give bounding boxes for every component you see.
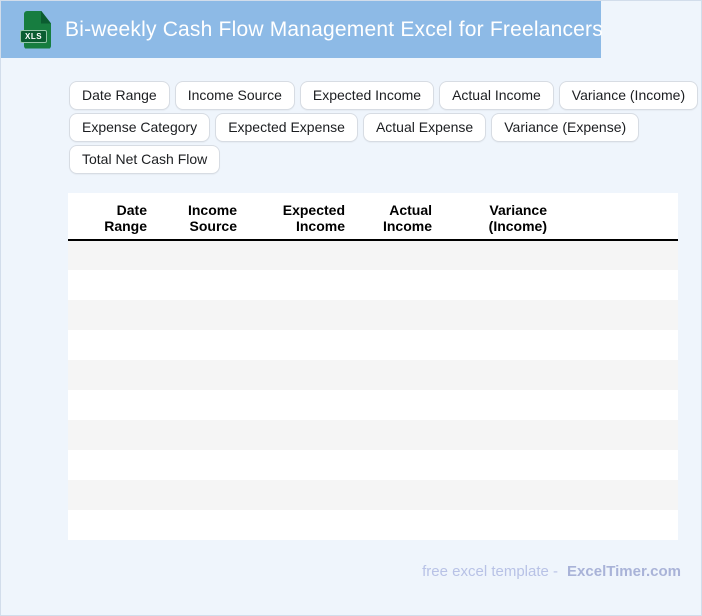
header-bar: XLS Bi-weekly Cash Flow Management Excel…: [1, 1, 603, 58]
footer-brand-link[interactable]: ExcelTimer.com: [567, 563, 681, 580]
file-fold-corner-icon: [41, 10, 51, 24]
table-cell: [460, 390, 678, 420]
table-cell: [68, 330, 175, 360]
field-tag[interactable]: Expected Income: [299, 81, 435, 110]
table-cell: [460, 330, 678, 360]
table-cell: [68, 240, 175, 270]
table-cell: [68, 450, 175, 480]
table-cell: [265, 420, 373, 450]
table-cell: [265, 390, 373, 420]
table-cell: [373, 360, 460, 390]
table-cell: [373, 480, 460, 510]
table-cell: [68, 510, 175, 540]
table-cell: [68, 300, 175, 330]
footer-note: free excel template -: [422, 563, 559, 580]
table-row: [68, 420, 678, 450]
table-cell: [68, 360, 175, 390]
xls-label: XLS: [20, 29, 48, 43]
table-cell: [175, 480, 265, 510]
table-cell: [175, 510, 265, 540]
table-cell: [265, 270, 373, 300]
preview-table-wrap: Date Range Income Source Expected Income Ac…: [68, 193, 678, 540]
table-cell: [265, 240, 373, 270]
table-cell: [175, 450, 265, 480]
table-cell: [265, 480, 373, 510]
table-cell: [373, 510, 460, 540]
field-tag[interactable]: Actual Income: [439, 81, 554, 110]
table-cell: [373, 390, 460, 420]
table-cell: [175, 420, 265, 450]
field-tag[interactable]: Income Source: [174, 81, 295, 110]
table-cell: [373, 240, 460, 270]
table-cell: [373, 270, 460, 300]
table-body: [68, 240, 678, 540]
table-cell: [373, 450, 460, 480]
table-cell: [265, 300, 373, 330]
field-tag-list: Date Range Income Source Expected Income Ac…: [69, 81, 699, 174]
table-cell: [373, 330, 460, 360]
table-cell: [175, 360, 265, 390]
column-header: Income Source: [175, 193, 265, 241]
column-header: Actual Income: [373, 193, 460, 241]
table-row: [68, 360, 678, 390]
table-cell: [460, 450, 678, 480]
field-tag[interactable]: Expected Expense: [215, 113, 358, 142]
xls-file-icon: XLS: [20, 10, 51, 49]
table-cell: [175, 300, 265, 330]
table-cell: [175, 390, 265, 420]
field-tag[interactable]: Variance (Expense): [491, 113, 640, 142]
table-cell: [460, 240, 678, 270]
table-cell: [68, 390, 175, 420]
preview-table: Date Range Income Source Expected Income Ac…: [68, 193, 678, 540]
table-cell: [68, 480, 175, 510]
table-cell: [175, 270, 265, 300]
page-title: Bi-weekly Cash Flow Management Excel for…: [65, 17, 603, 41]
field-tag[interactable]: Actual Expense: [362, 113, 487, 142]
table-cell: [460, 300, 678, 330]
table-cell: [265, 330, 373, 360]
table-row: [68, 480, 678, 510]
table-cell: [460, 270, 678, 300]
table-row: [68, 450, 678, 480]
column-header: Date Range: [68, 193, 175, 241]
column-header: Expected Income: [265, 193, 373, 241]
table-cell: [373, 300, 460, 330]
table-cell: [373, 420, 460, 450]
field-tag[interactable]: Expense Category: [69, 113, 211, 142]
table-row: [68, 330, 678, 360]
table-row: [68, 510, 678, 540]
table-cell: [175, 330, 265, 360]
table-header-row: Date Range Income Source Expected Income Ac…: [68, 193, 678, 241]
table-cell: [175, 240, 265, 270]
table-cell: [460, 510, 678, 540]
table-cell: [265, 450, 373, 480]
table-row: [68, 390, 678, 420]
table-row: [68, 300, 678, 330]
table-cell: [68, 270, 175, 300]
table-cell: [265, 360, 373, 390]
table-row: [68, 240, 678, 270]
field-tag[interactable]: Variance (Income): [558, 81, 699, 110]
column-header: Variance (Income): [460, 193, 678, 241]
footer: free excel template - ExcelTimer.com: [422, 563, 681, 580]
table-cell: [460, 420, 678, 450]
table-row: [68, 270, 678, 300]
table-cell: [265, 510, 373, 540]
table-cell: [68, 420, 175, 450]
table-cell: [460, 480, 678, 510]
field-tag[interactable]: Total Net Cash Flow: [69, 145, 221, 174]
table-cell: [460, 360, 678, 390]
field-tag[interactable]: Date Range: [69, 81, 170, 110]
